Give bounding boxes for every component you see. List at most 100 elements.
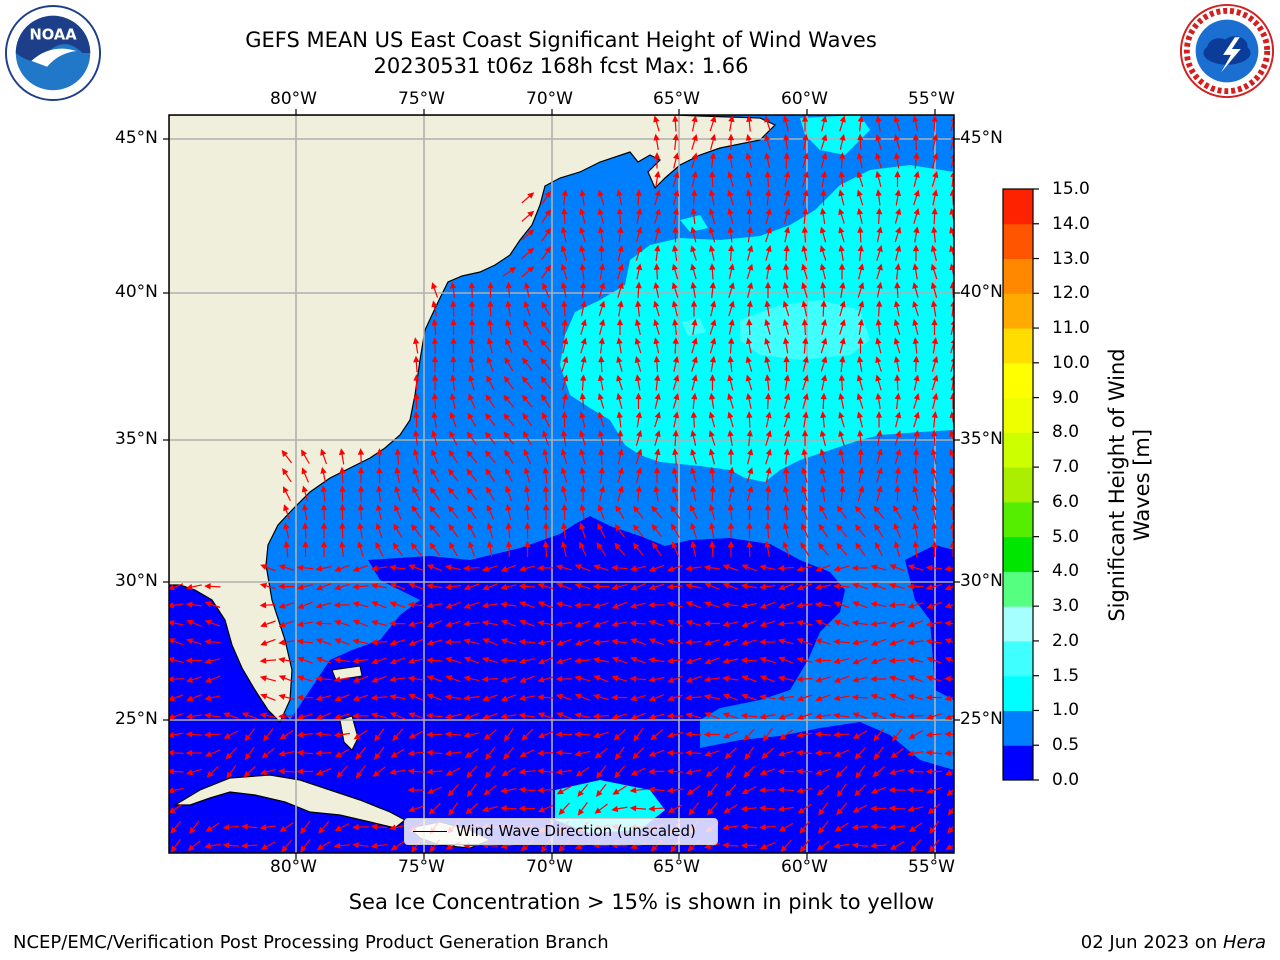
wave-direction-arrow: [617, 263, 624, 280]
wave-direction-arrow: [690, 189, 698, 206]
wave-direction-arrow: [783, 207, 791, 224]
colorbar-segment: [1003, 467, 1033, 503]
wave-direction-arrow: [894, 430, 902, 446]
wave-direction-arrow: [907, 675, 924, 683]
colorbar-tick-label: 0.0: [1052, 770, 1080, 790]
wave-direction-arrow: [370, 842, 387, 849]
wave-direction-arrow: [930, 244, 937, 261]
wave-direction-arrow: [467, 505, 477, 520]
wave-direction-arrow: [926, 675, 942, 682]
wave-direction-arrow: [819, 485, 827, 502]
wave-direction-arrow: [814, 676, 831, 683]
wave-direction-arrow: [426, 583, 443, 590]
wave-direction-arrow: [765, 485, 772, 502]
wave-direction-arrow: [448, 523, 459, 538]
wave-direction-arrow: [705, 766, 719, 778]
wave-direction-arrow: [579, 244, 586, 261]
wave-direction-arrow: [690, 466, 697, 483]
wave-direction-arrow: [555, 749, 573, 757]
wave-direction-arrow: [226, 765, 237, 779]
wave-direction-arrow: [204, 601, 221, 609]
wave-direction-arrow: [836, 542, 848, 556]
wave-direction-arrow: [777, 786, 795, 793]
wave-direction-arrow: [722, 712, 739, 719]
wave-direction-arrow: [357, 448, 365, 465]
wave-direction-arrow: [556, 712, 572, 720]
wave-direction-arrow: [481, 565, 498, 572]
wave-direction-arrow: [874, 523, 884, 538]
wave-direction-arrow: [839, 300, 846, 317]
wave-direction-arrow: [820, 392, 827, 410]
wave-direction-arrow: [765, 244, 772, 261]
wave-direction-arrow: [727, 355, 734, 373]
wave-direction-arrow: [431, 411, 438, 428]
wave-direction-arrow: [394, 485, 401, 502]
wave-direction-arrow: [799, 839, 810, 853]
wave-direction-arrow: [838, 392, 845, 409]
wave-direction-arrow: [407, 675, 424, 682]
wave-direction-arrow: [597, 504, 605, 520]
wave-direction-arrow: [394, 504, 402, 520]
wave-direction-arrow: [851, 694, 869, 701]
wave-direction-arrow: [709, 152, 716, 169]
wave-direction-arrow: [690, 263, 697, 280]
wave-direction-arrow: [651, 505, 663, 519]
wave-direction-arrow: [870, 805, 887, 812]
wave-direction-arrow: [727, 503, 734, 521]
wave-direction-arrow: [481, 619, 499, 627]
wave-direction-arrow: [263, 728, 274, 742]
wave-direction-arrow: [542, 466, 549, 484]
wave-direction-arrow: [542, 540, 550, 558]
wave-direction-arrow: [444, 583, 461, 590]
wave-direction-arrow: [426, 749, 443, 756]
wave-direction-arrow: [672, 189, 680, 206]
wave-direction-arrow: [764, 318, 771, 335]
wave-direction-arrow: [615, 504, 625, 520]
wave-direction-arrow: [783, 374, 791, 391]
wave-direction-arrow: [857, 300, 865, 317]
wave-direction-arrow: [376, 448, 383, 465]
wave-direction-arrow: [833, 731, 850, 738]
wave-direction-arrow: [574, 657, 591, 664]
wave-direction-arrow: [375, 503, 383, 520]
wave-direction-arrow: [336, 765, 348, 779]
wave-direction-arrow: [352, 564, 369, 572]
wave-direction-arrow: [169, 749, 184, 756]
wave-direction-arrow: [504, 467, 513, 483]
wave-direction-arrow: [334, 583, 350, 591]
wave-direction-arrow: [318, 820, 330, 834]
wave-direction-arrow: [169, 694, 184, 702]
wave-direction-arrow: [617, 485, 624, 502]
wave-direction-arrow: [500, 638, 517, 645]
wave-direction-arrow: [888, 602, 906, 609]
wave-direction-arrow: [796, 712, 813, 720]
wave-direction-arrow: [500, 601, 517, 608]
wave-direction-arrow: [579, 226, 586, 243]
wave-direction-arrow: [728, 281, 735, 298]
wave-direction-arrow: [278, 620, 295, 628]
wave-direction-arrow: [690, 522, 698, 539]
wave-direction-arrow: [838, 429, 845, 446]
wave-direction-arrow: [703, 693, 721, 701]
wave-direction-arrow: [653, 281, 660, 298]
wave-direction-arrow: [836, 783, 847, 798]
wave-direction-arrow: [169, 712, 184, 720]
wave-direction-arrow: [780, 839, 792, 853]
wave-direction-arrow: [745, 392, 753, 409]
wave-direction-arrow: [777, 768, 795, 775]
wave-direction-arrow: [931, 170, 939, 187]
wave-direction-arrow: [447, 505, 459, 519]
wave-direction-arrow: [407, 657, 424, 665]
wave-direction-arrow: [856, 393, 864, 409]
wave-direction-arrow: [389, 712, 406, 720]
wave-direction-arrow: [389, 620, 406, 627]
wave-direction-arrow: [500, 583, 517, 591]
wave-direction-arrow: [635, 226, 643, 243]
wave-direction-arrow: [851, 582, 868, 590]
wave-direction-arrow: [931, 189, 939, 206]
wave-direction-arrow: [537, 620, 554, 627]
wave-direction-arrow: [648, 713, 665, 720]
wave-direction-arrow: [796, 749, 813, 757]
wave-direction-arrow: [801, 503, 808, 520]
wave-direction-arrow: [278, 602, 295, 609]
